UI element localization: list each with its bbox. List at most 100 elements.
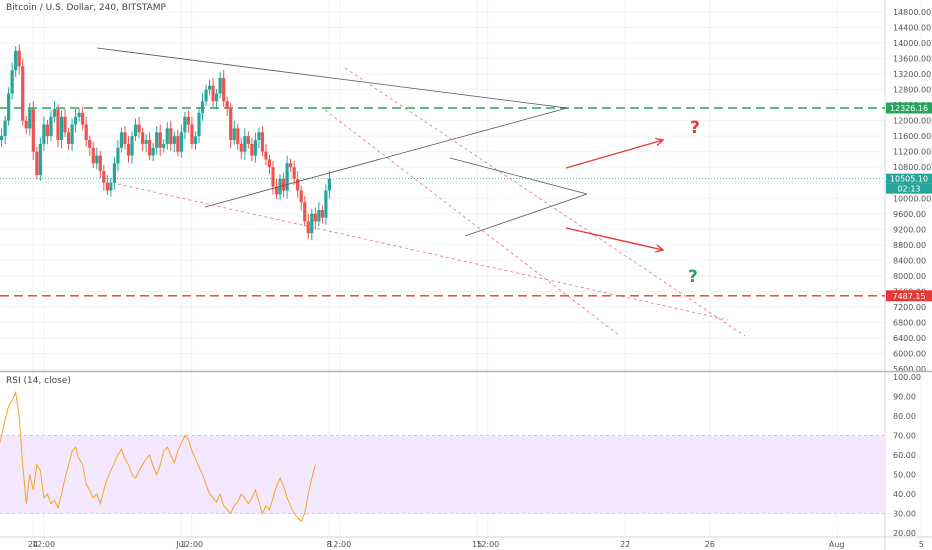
candle-body bbox=[225, 101, 229, 110]
candle-body bbox=[232, 128, 236, 141]
candle-body bbox=[52, 109, 57, 117]
price-tick-label: 12000.00 bbox=[893, 117, 931, 126]
countdown-badge-bg bbox=[886, 183, 932, 194]
candle-body bbox=[45, 124, 50, 137]
candle-body bbox=[289, 163, 293, 168]
candle-body bbox=[81, 112, 85, 125]
time-tick-label: 26 bbox=[705, 540, 715, 549]
time-tick-label: 12:00 bbox=[32, 540, 55, 549]
resistance-badge-bg bbox=[886, 102, 932, 114]
price-tick-label: 9200.00 bbox=[893, 225, 926, 234]
candle-body bbox=[77, 112, 81, 117]
candle-body bbox=[10, 70, 14, 94]
red-question-mark: ? bbox=[690, 118, 700, 138]
candle-body bbox=[140, 132, 145, 144]
candle-body bbox=[158, 132, 162, 148]
time-tick-label: Aug bbox=[829, 540, 845, 549]
candle-body bbox=[66, 132, 71, 144]
descending-trendline bbox=[96, 47, 568, 109]
rsi-tick-label: 80.00 bbox=[893, 412, 916, 421]
ascending-trendline bbox=[204, 107, 568, 208]
candle-body bbox=[74, 116, 78, 125]
candle-body bbox=[109, 182, 113, 191]
last-price-badge: 10505.10 bbox=[890, 175, 928, 184]
price-tick-label: 6800.00 bbox=[893, 318, 926, 327]
candle-body bbox=[3, 120, 7, 137]
candle-body bbox=[95, 155, 99, 164]
candle-body bbox=[257, 132, 261, 141]
time-tick-label: 22 bbox=[620, 540, 630, 549]
candle-body bbox=[320, 209, 324, 218]
rsi-tick-label: 50.00 bbox=[893, 471, 916, 480]
candle-body bbox=[88, 140, 92, 148]
candle-body bbox=[0, 136, 4, 141]
last-price-badge-bg bbox=[886, 173, 932, 184]
candle-body bbox=[63, 116, 67, 133]
candle-body bbox=[28, 109, 32, 129]
candle-body bbox=[211, 85, 215, 102]
time-tick-label: 8 bbox=[327, 540, 332, 549]
candle-body bbox=[229, 109, 233, 141]
candle-body bbox=[267, 159, 272, 168]
price-tick-label: 11200.00 bbox=[893, 148, 931, 157]
candle-body bbox=[193, 136, 198, 144]
price-tick-label: 10800.00 bbox=[893, 163, 931, 172]
candle-body bbox=[260, 132, 265, 152]
price-tick-label: 14800.00 bbox=[893, 8, 931, 17]
candle-body bbox=[222, 77, 226, 102]
triangle-upper-line bbox=[449, 157, 588, 195]
time-tick-label: 5 bbox=[919, 540, 924, 549]
candle-body bbox=[285, 163, 289, 191]
candle-body bbox=[130, 136, 134, 156]
candle-body bbox=[218, 77, 222, 94]
candle-body bbox=[155, 132, 159, 148]
time-tick-label: 15 bbox=[472, 540, 482, 549]
candle-body bbox=[215, 93, 219, 102]
price-tick-label: 12800.00 bbox=[893, 86, 931, 95]
time-tick-label: Jul bbox=[175, 540, 186, 549]
triangle-lower-line bbox=[464, 193, 588, 237]
rsi-tick-label: 30.00 bbox=[893, 510, 916, 519]
candle-body bbox=[176, 136, 180, 152]
channel-lower-line bbox=[324, 109, 621, 337]
candle-body bbox=[21, 66, 25, 121]
candle-body bbox=[169, 128, 173, 144]
price-tick-label: 8800.00 bbox=[893, 241, 926, 250]
candle-body bbox=[179, 132, 183, 152]
candle-body bbox=[274, 186, 279, 195]
candle-body bbox=[17, 50, 21, 67]
candle-body bbox=[299, 190, 303, 203]
price-tick-label: 7200.00 bbox=[893, 303, 926, 312]
candle-body bbox=[49, 116, 53, 137]
price-tick-label: 6400.00 bbox=[893, 334, 926, 343]
price-tick-label: 13200.00 bbox=[893, 70, 931, 79]
candle-body bbox=[144, 140, 148, 144]
chart-title: Bitcoin / U.S. Dollar, 240, BITSTAMP bbox=[6, 3, 166, 13]
rsi-band bbox=[0, 435, 885, 514]
candle-body bbox=[70, 124, 74, 144]
candle-body bbox=[148, 140, 152, 156]
bullish-arrow bbox=[565, 139, 664, 169]
candle-body bbox=[14, 50, 18, 71]
candle-body bbox=[42, 124, 46, 144]
candle-body bbox=[31, 109, 35, 152]
time-tick-label: 24 bbox=[28, 540, 38, 549]
price-tick-label: 8000.00 bbox=[893, 272, 926, 281]
candle-body bbox=[197, 112, 201, 137]
candle-body bbox=[253, 140, 257, 156]
bearish-arrow-head bbox=[655, 244, 665, 253]
price-tick-label: 11600.00 bbox=[893, 132, 931, 141]
candle-body bbox=[204, 89, 208, 102]
candle-body bbox=[310, 213, 314, 234]
candle-body bbox=[190, 124, 194, 144]
green-question-mark: ? bbox=[688, 267, 698, 287]
long-support-line bbox=[117, 183, 729, 321]
candle-body bbox=[327, 178, 332, 191]
countdown-badge: 02:13 bbox=[897, 185, 920, 194]
bearish-arrow bbox=[565, 227, 664, 251]
candle-body bbox=[126, 143, 131, 156]
price-tick-label: 14400.00 bbox=[893, 24, 931, 33]
rsi-tick-label: 40.00 bbox=[893, 490, 916, 499]
candle-body bbox=[165, 128, 169, 144]
